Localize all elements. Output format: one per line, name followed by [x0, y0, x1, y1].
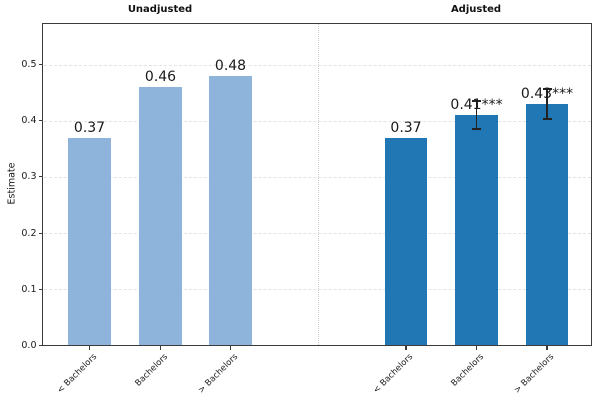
error-bar-cap-top — [472, 100, 481, 102]
x-axis-tick — [88, 345, 91, 350]
bar-unadjusted-1 — [68, 137, 111, 346]
bar-adjusted-3 — [525, 103, 569, 346]
y-tick-label: 0.3 — [21, 171, 37, 183]
y-axis-tick — [38, 232, 43, 234]
y-tick-label: 0.1 — [21, 283, 37, 295]
y-gridline — [43, 233, 591, 235]
y-tick-label: 0.5 — [21, 59, 37, 70]
panel-title-unadjusted: Unadjusted — [127, 4, 193, 15]
x-axis-tick — [475, 345, 478, 350]
bar-value-label: 0.43*** — [520, 85, 574, 102]
y-tick-label: 0.4 — [21, 115, 37, 127]
error-bar — [475, 100, 478, 130]
y-axis-tick — [38, 288, 43, 290]
y-axis-tick — [38, 120, 43, 122]
y-axis-tick — [38, 176, 43, 178]
bar-adjusted-2 — [455, 115, 498, 346]
y-tick-label: 0.2 — [21, 227, 37, 239]
y-gridline — [43, 64, 591, 66]
x-tick-label: < Bachelors — [371, 352, 416, 396]
x-axis-tick — [159, 345, 162, 350]
y-gridline — [43, 120, 591, 122]
bar-value-label: 0.37 — [73, 119, 106, 136]
y-axis-tick — [38, 344, 43, 347]
y-tick-label: 0.0 — [21, 340, 37, 351]
bar-value-label: 0.46 — [144, 68, 177, 85]
x-axis-tick — [546, 345, 548, 350]
panel-separator — [318, 24, 319, 345]
panel-title-adjusted: Adjusted — [450, 4, 502, 15]
bar-adjusted-1 — [384, 137, 428, 346]
y-axis-tick — [38, 63, 43, 66]
x-tick-label: < Bachelors — [54, 352, 99, 396]
error-bar-cap-bottom — [472, 128, 481, 130]
y-gridline — [43, 289, 591, 291]
bar-value-label: 0.48 — [214, 57, 247, 74]
error-bar-cap-bottom — [542, 118, 552, 120]
bar-value-label: 0.37 — [390, 119, 422, 136]
error-bar-cap-top — [542, 88, 552, 90]
bar-value-label: 0.41*** — [450, 97, 503, 114]
y-gridline — [43, 176, 591, 178]
x-axis-tick — [405, 345, 407, 350]
x-axis-tick — [229, 345, 232, 350]
bar-unadjusted-2 — [139, 86, 182, 346]
bar-unadjusted-3 — [209, 75, 252, 346]
error-bar — [546, 88, 548, 120]
